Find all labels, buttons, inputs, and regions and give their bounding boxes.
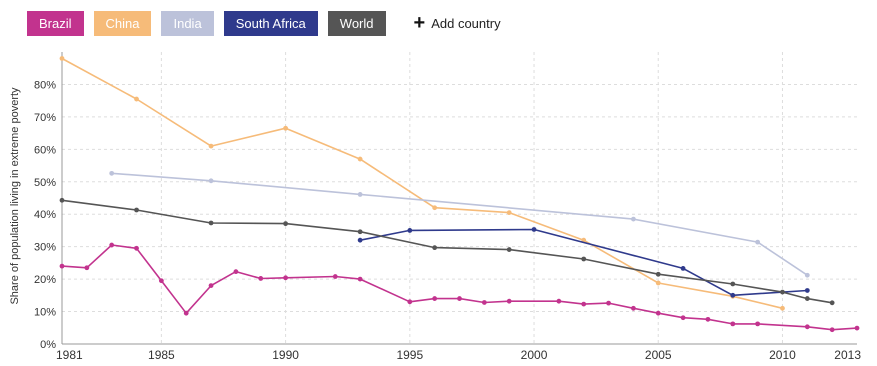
data-point-world xyxy=(134,207,139,213)
data-point-brazil xyxy=(606,300,611,306)
y-tick-label: 70% xyxy=(34,112,56,124)
x-tick-label: 1995 xyxy=(396,348,423,362)
data-point-brazil xyxy=(407,299,413,305)
series-line-south-africa xyxy=(359,228,808,297)
data-point-south-africa xyxy=(680,266,686,271)
data-point-brazil xyxy=(109,242,115,248)
data-point-india xyxy=(804,272,810,278)
series-line-china xyxy=(61,57,783,310)
data-point-india xyxy=(755,239,761,245)
data-point-brazil xyxy=(432,296,438,301)
data-point-world xyxy=(208,220,214,226)
data-point-china xyxy=(208,143,214,149)
data-point-brazil xyxy=(183,310,189,316)
x-tick-label: 2010 xyxy=(769,348,796,362)
data-point-south-africa xyxy=(531,227,537,232)
data-point-brazil xyxy=(481,300,487,305)
data-point-brazil xyxy=(283,275,288,281)
y-axis-label: Share of population living in extreme po… xyxy=(9,87,21,305)
y-tick-label: 80% xyxy=(34,79,56,91)
x-tick-label: 1985 xyxy=(148,348,175,362)
x-tick-label: 1990 xyxy=(272,348,299,362)
x-tick-label: 2013 xyxy=(834,348,861,362)
data-point-world xyxy=(506,247,512,252)
data-point-world xyxy=(804,296,810,301)
data-point-south-africa xyxy=(804,288,810,293)
data-point-china xyxy=(780,305,785,311)
data-point-brazil xyxy=(829,327,835,333)
data-point-china xyxy=(357,156,363,162)
y-tick-label: 0% xyxy=(40,339,56,351)
data-point-brazil xyxy=(233,269,239,275)
legend-chip-india[interactable]: India xyxy=(161,10,214,36)
y-tick-label: 50% xyxy=(34,177,56,189)
data-point-brazil xyxy=(804,324,810,330)
data-point-brazil xyxy=(655,310,661,316)
series-line-brazil xyxy=(61,244,858,331)
data-point-world xyxy=(581,256,587,262)
data-point-brazil xyxy=(357,276,363,282)
data-point-world xyxy=(357,229,363,235)
x-tick-label: 2005 xyxy=(645,348,672,362)
legend-chip-china[interactable]: China xyxy=(93,10,152,36)
y-tick-label: 30% xyxy=(34,242,56,254)
data-point-south-africa xyxy=(730,292,736,298)
data-point-brazil xyxy=(581,301,587,307)
data-point-brazil xyxy=(158,278,164,284)
data-point-brazil xyxy=(506,298,512,304)
data-point-china xyxy=(283,125,288,131)
data-point-india xyxy=(208,178,214,184)
data-point-china xyxy=(432,205,438,211)
data-point-world xyxy=(59,197,65,203)
data-point-china xyxy=(506,210,512,216)
data-point-india xyxy=(631,216,636,222)
data-point-india xyxy=(357,192,363,197)
data-point-china xyxy=(655,280,661,286)
data-point-world xyxy=(730,281,736,287)
data-point-brazil xyxy=(208,283,214,288)
data-point-brazil xyxy=(755,321,761,327)
data-point-world xyxy=(283,221,288,227)
data-point-india xyxy=(109,170,115,176)
data-point-brazil xyxy=(84,265,90,271)
legend-chip-brazil[interactable]: Brazil xyxy=(27,10,84,36)
y-tick-label: 60% xyxy=(34,144,56,156)
x-tick-label: 1981 xyxy=(56,348,83,362)
data-point-brazil xyxy=(631,305,636,311)
plus-icon: + xyxy=(413,12,426,34)
data-point-brazil xyxy=(332,274,338,279)
series-line-india xyxy=(111,172,808,276)
data-point-brazil xyxy=(854,325,860,331)
data-point-brazil xyxy=(730,321,736,327)
data-point-world xyxy=(780,289,785,295)
data-point-brazil xyxy=(556,298,562,304)
data-point-brazil xyxy=(258,276,264,281)
data-point-world xyxy=(655,271,661,277)
data-point-china xyxy=(59,56,65,61)
y-tick-label: 40% xyxy=(34,209,56,221)
add-country-label: Add country xyxy=(431,15,501,31)
data-point-china xyxy=(134,96,139,102)
data-point-brazil xyxy=(680,315,686,321)
country-legend: Brazil China India South Africa World + … xyxy=(27,10,501,36)
add-country-button[interactable]: + Add country xyxy=(414,13,501,33)
data-point-brazil xyxy=(134,245,139,251)
data-point-world xyxy=(432,245,438,251)
data-point-south-africa xyxy=(407,228,413,233)
y-tick-label: 10% xyxy=(34,307,56,319)
data-point-south-africa xyxy=(357,237,363,243)
x-tick-label: 2000 xyxy=(521,348,548,362)
data-point-world xyxy=(829,300,835,306)
data-point-brazil xyxy=(705,316,711,322)
y-tick-label: 20% xyxy=(34,274,56,286)
data-point-brazil xyxy=(457,296,462,301)
data-point-brazil xyxy=(59,263,65,269)
legend-chip-south-africa[interactable]: South Africa xyxy=(223,10,318,36)
legend-chip-world[interactable]: World xyxy=(327,10,386,36)
